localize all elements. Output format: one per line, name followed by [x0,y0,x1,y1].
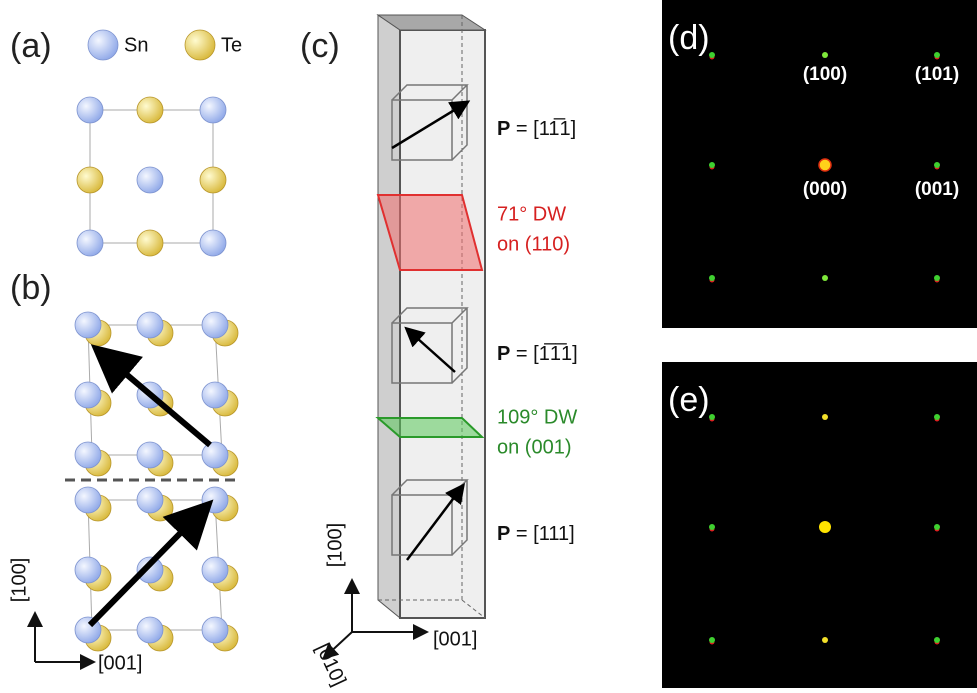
axis-label: [001] [433,628,477,650]
spot [822,52,828,58]
wall-name: 109° DW [497,406,577,428]
atom [77,97,103,123]
spot [822,414,828,420]
spot [934,637,940,643]
legend-label: Te [221,34,242,56]
axis-label: [001] [98,652,142,674]
atom [200,167,226,193]
polarization: P = [111] [497,523,575,545]
bar-side [378,15,400,618]
spot [822,275,828,281]
atom [137,167,163,193]
spot [709,414,715,420]
panel-label: (b) [10,269,52,307]
atom [202,557,228,583]
panel-d: (d) (e) (100) (101) (000) (001) [662,0,977,688]
spot [934,52,940,58]
atom [137,230,163,256]
atom [137,617,163,643]
spot-index: (001) [915,179,959,200]
legend-label: Sn [124,34,148,56]
panel-label: (a) [10,27,52,65]
atom [137,312,163,338]
atom [77,167,103,193]
atom [88,30,118,60]
atom [75,382,101,408]
arrow [100,352,210,445]
arrow [90,508,205,625]
axis-label: [010] [311,640,350,688]
polarization: P = [11̅1] [497,117,576,140]
figure: (a) Sn Te (b) [100] [001] (c) P = [11̅1] P = [… [0,0,977,688]
atom [75,312,101,338]
panel-label: (e) [668,381,710,419]
spot [709,275,715,281]
spot [934,162,940,168]
spot-index: (000) [803,179,847,200]
panel-c: (c) P = [11̅1] P = [1̅1̅1] P = [111] 71° DW o… [300,15,578,688]
panel-label: (d) [668,19,710,57]
atom [185,30,215,60]
spot [709,637,715,643]
atom [75,487,101,513]
atom [200,230,226,256]
spot-index: (101) [915,64,959,85]
spot [934,524,940,530]
atom [77,230,103,256]
panel-b: (b) [100] [001] [8,269,240,674]
spot [822,637,828,643]
atom [202,442,228,468]
spot [709,52,715,58]
atom [200,97,226,123]
atom [137,442,163,468]
atom [202,312,228,338]
spot [819,159,831,171]
spot [934,275,940,281]
atom [137,97,163,123]
spot [709,162,715,168]
panel-label: (c) [300,27,340,65]
atom [75,557,101,583]
atom [75,442,101,468]
atom [202,382,228,408]
panel-a: (a) Sn Te [10,27,242,256]
axis-label: [100] [8,558,30,602]
polarization: P = [1̅1̅1] [497,342,578,365]
spot [819,521,831,533]
wall-name: 71° DW [497,203,566,225]
atom [137,487,163,513]
spot-index: (100) [803,64,847,85]
wall-plane: on (110) [497,233,570,255]
axis-label: [100] [324,523,346,567]
wall-plane: on (001) [497,436,572,458]
spot [934,414,940,420]
atom [202,617,228,643]
spot [709,524,715,530]
